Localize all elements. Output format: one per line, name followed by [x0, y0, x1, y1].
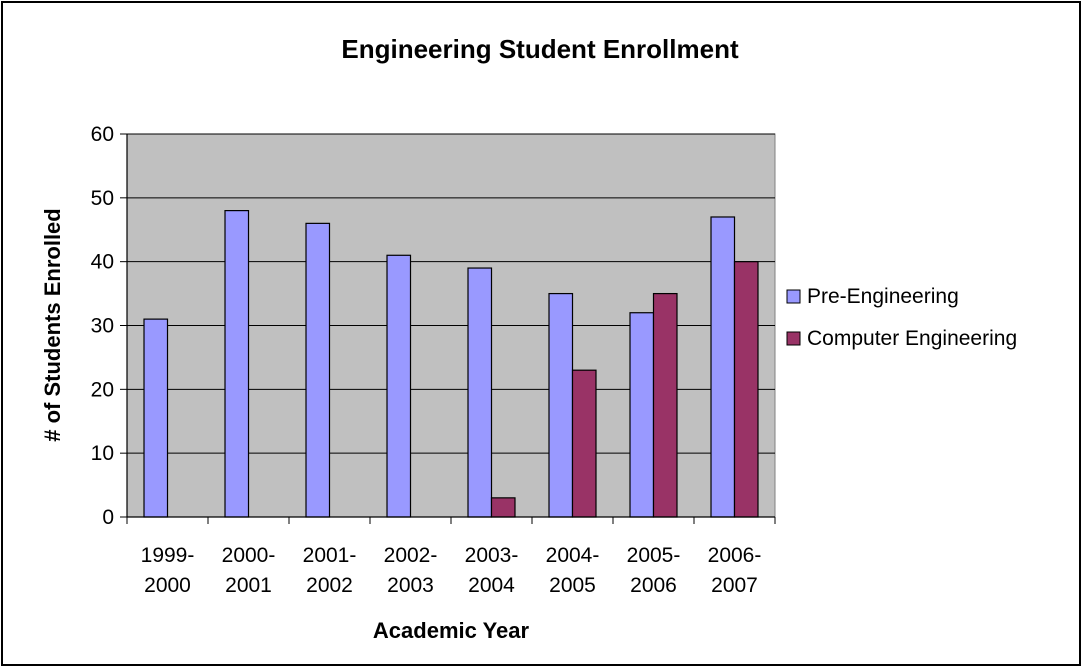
bar-pre-engineering [629, 312, 655, 518]
y-tick-label: 50 [91, 187, 114, 210]
y-tick-label: 10 [91, 442, 114, 465]
y-axis-title: # of Students Enrolled [40, 208, 65, 441]
legend: Pre-Engineering Computer Engineering [786, 285, 1017, 350]
bar-pre-engineering [467, 267, 493, 518]
x-axis-title: Academic Year [373, 618, 530, 643]
y-tick-label: 0 [102, 506, 114, 529]
y-tick-label: 30 [91, 315, 114, 338]
legend-label-pre-engineering: Pre-Engineering [807, 285, 959, 308]
x-tick-label: 2006-2007 [708, 544, 762, 597]
y-tick-label: 60 [91, 123, 114, 146]
bar-pre-engineering [386, 254, 412, 518]
bar-computer-engineering [490, 497, 516, 518]
legend-swatch-pre-engineering [786, 289, 801, 304]
bar-computer-engineering [652, 292, 678, 518]
plot-area: 0 10 20 30 40 50 60 1999-2000 2000-2001 2001-200… [91, 123, 776, 597]
bar-pre-engineering [710, 216, 736, 518]
y-tick-label: 40 [91, 251, 114, 274]
x-tick-label: 2004-2005 [546, 544, 600, 597]
x-tick-label: 2003-2004 [465, 544, 519, 597]
x-tick-label: 2005-2006 [627, 544, 681, 597]
bar-pre-engineering [143, 318, 169, 518]
bar-pre-engineering [305, 222, 331, 518]
bar-pre-engineering [548, 292, 574, 518]
bar-computer-engineering [733, 261, 759, 518]
x-tick-label: 2002-2003 [384, 544, 438, 597]
x-tick-label: 1999-2000 [141, 544, 195, 597]
x-tick-label: 2000-2001 [222, 544, 276, 597]
x-tick-labels: 1999-2000 2000-2001 2001-2002 2002-2003 2003… [141, 544, 762, 597]
chart-title: Engineering Student Enrollment [341, 34, 739, 64]
legend-swatch-computer-engineering [786, 331, 801, 346]
bar-computer-engineering [571, 369, 597, 518]
x-tick-label: 2001-2002 [303, 544, 357, 597]
chart-svg: Engineering Student Enrollment 0 10 20 30 40… [40, 34, 1017, 643]
legend-label-computer-engineering: Computer Engineering [807, 327, 1017, 350]
axes [120, 133, 776, 524]
y-tick-labels: 0 10 20 30 40 50 60 [91, 123, 114, 529]
bar-pre-engineering [224, 210, 250, 518]
bars [143, 210, 759, 518]
y-tick-label: 20 [91, 378, 114, 401]
